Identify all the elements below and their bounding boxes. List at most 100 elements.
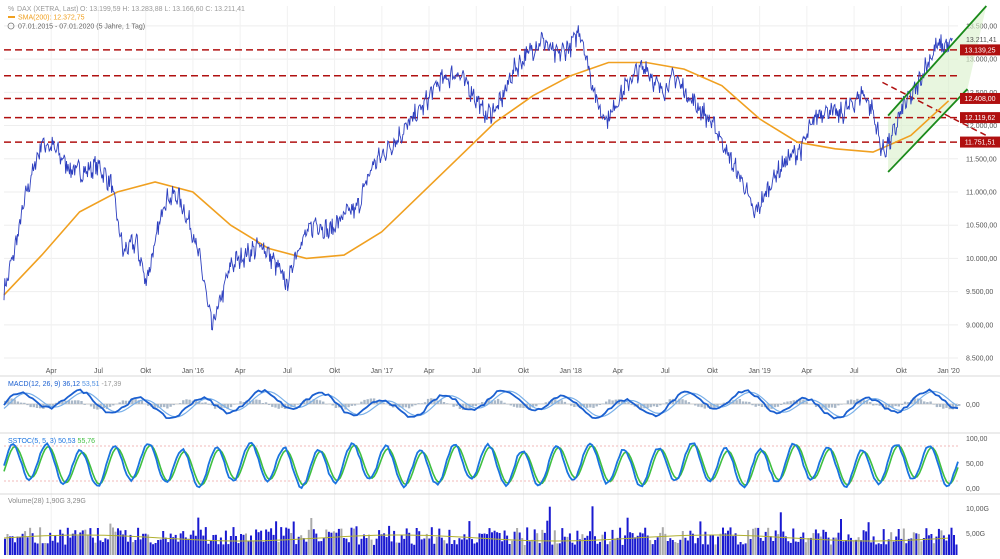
volume-bar: [804, 542, 807, 555]
volume-bar: [393, 530, 396, 555]
macd-histogram-bar: [903, 401, 907, 404]
macd-histogram-bar: [271, 404, 274, 407]
volume-bar: [571, 542, 574, 555]
macd-histogram-bar: [919, 399, 923, 404]
x-tick-label: Okt: [329, 368, 340, 375]
volume-bar: [669, 538, 672, 555]
volume-bar: [885, 544, 888, 555]
macd-histogram-bar: [182, 400, 185, 404]
macd-histogram-bar: [131, 398, 134, 404]
volume-bar: [493, 530, 496, 555]
level-badge-label: 12.408,00: [964, 96, 995, 103]
macd-histogram-bar: [767, 404, 770, 409]
y-tick-label: 9.000,00: [966, 322, 993, 329]
macd-histogram-bar: [306, 398, 309, 404]
macd-histogram-bar: [875, 404, 878, 406]
x-tick-label: Jul: [283, 368, 292, 375]
volume-bar: [202, 535, 205, 555]
x-tick-label: Apr: [235, 368, 247, 375]
volume-bar: [606, 544, 609, 555]
volume-bar: [86, 534, 89, 555]
x-grid: [50, 6, 950, 546]
macd-histogram-bar: [573, 404, 576, 407]
volume-bar: [614, 538, 617, 555]
volume-bar: [428, 538, 431, 555]
macd-histogram-bar: [570, 404, 573, 406]
volume-bar: [932, 543, 935, 555]
macd-histogram-bar: [620, 400, 624, 404]
volume-bar: [54, 535, 57, 555]
volume-bar: [732, 536, 735, 555]
volume-bar: [174, 534, 177, 555]
macd-histogram-bar: [821, 404, 824, 409]
volume-bar: [287, 528, 290, 555]
volume-bar: [749, 539, 752, 555]
volume-bar: [787, 541, 790, 555]
volume-bar: [616, 537, 619, 555]
volume-bar: [759, 538, 762, 555]
macd-histogram-bar: [315, 399, 318, 404]
volume-bar: [433, 543, 436, 555]
volume-bar: [450, 544, 453, 555]
volume-bar: [845, 540, 847, 555]
macd-histogram-bar: [894, 404, 897, 407]
macd-histogram-bar: [347, 404, 350, 408]
volume-bar: [6, 534, 9, 555]
macd-histogram-bar: [417, 403, 420, 404]
stoch-tick-50: 50,00: [966, 461, 984, 468]
macd-histogram-bar: [54, 402, 58, 404]
volume-bar: [192, 530, 195, 555]
volume-bar: [41, 543, 44, 555]
volume-bar: [511, 540, 514, 555]
macd-histogram-bar: [207, 404, 210, 405]
volume-bar: [621, 544, 624, 555]
volume-bar: [862, 530, 865, 555]
macd-histogram-bar: [481, 402, 484, 404]
volume-bar: [784, 536, 787, 555]
volume-bar: [455, 544, 458, 555]
volume-bar: [69, 537, 72, 555]
macd-histogram-bar: [522, 404, 525, 408]
volume-bar: [345, 538, 348, 555]
volume-bar: [137, 527, 140, 555]
volume-bar: [827, 537, 830, 555]
volume-bar: [812, 533, 815, 555]
macd-histogram-bar: [741, 401, 745, 404]
volume-bar: [694, 543, 697, 555]
volume-bar: [187, 538, 190, 555]
volume-bar: [114, 531, 117, 555]
volume-bar: [945, 540, 948, 555]
macd-histogram-bar: [773, 404, 776, 408]
volume-bar: [940, 530, 943, 555]
volume-bar: [448, 529, 451, 555]
volume-bar: [373, 544, 375, 555]
macd-histogram-bar: [846, 400, 850, 404]
volume-bar: [109, 523, 112, 555]
volume-bar: [16, 536, 19, 555]
macd-histogram-bar: [439, 399, 443, 404]
volume-bar: [252, 540, 255, 555]
volume-bar: [523, 545, 526, 555]
volume-bar: [282, 535, 285, 555]
volume-bar: [794, 541, 797, 555]
volume-bar: [302, 538, 305, 555]
volume-bar: [31, 533, 34, 555]
macd-histogram-bar: [754, 404, 757, 407]
volume-bar: [245, 533, 247, 555]
volume-bar: [76, 535, 79, 555]
macd-histogram-bar: [646, 404, 649, 409]
macd-histogram-bar: [722, 402, 726, 404]
x-tick-label: Okt: [707, 368, 718, 375]
volume-bar: [297, 536, 300, 555]
volume-bar: [265, 529, 268, 555]
volume-bar: [39, 527, 42, 555]
macd-histogram-bar: [80, 401, 83, 404]
macd-histogram-bar: [500, 400, 503, 404]
volume-bar: [850, 537, 852, 555]
volume-bar: [64, 544, 67, 555]
macd-histogram-bar: [137, 400, 140, 404]
volume-bar: [792, 528, 795, 555]
macd-histogram-bar: [264, 402, 268, 404]
macd-histogram-bar: [7, 399, 10, 404]
macd-histogram-bar: [74, 400, 77, 404]
